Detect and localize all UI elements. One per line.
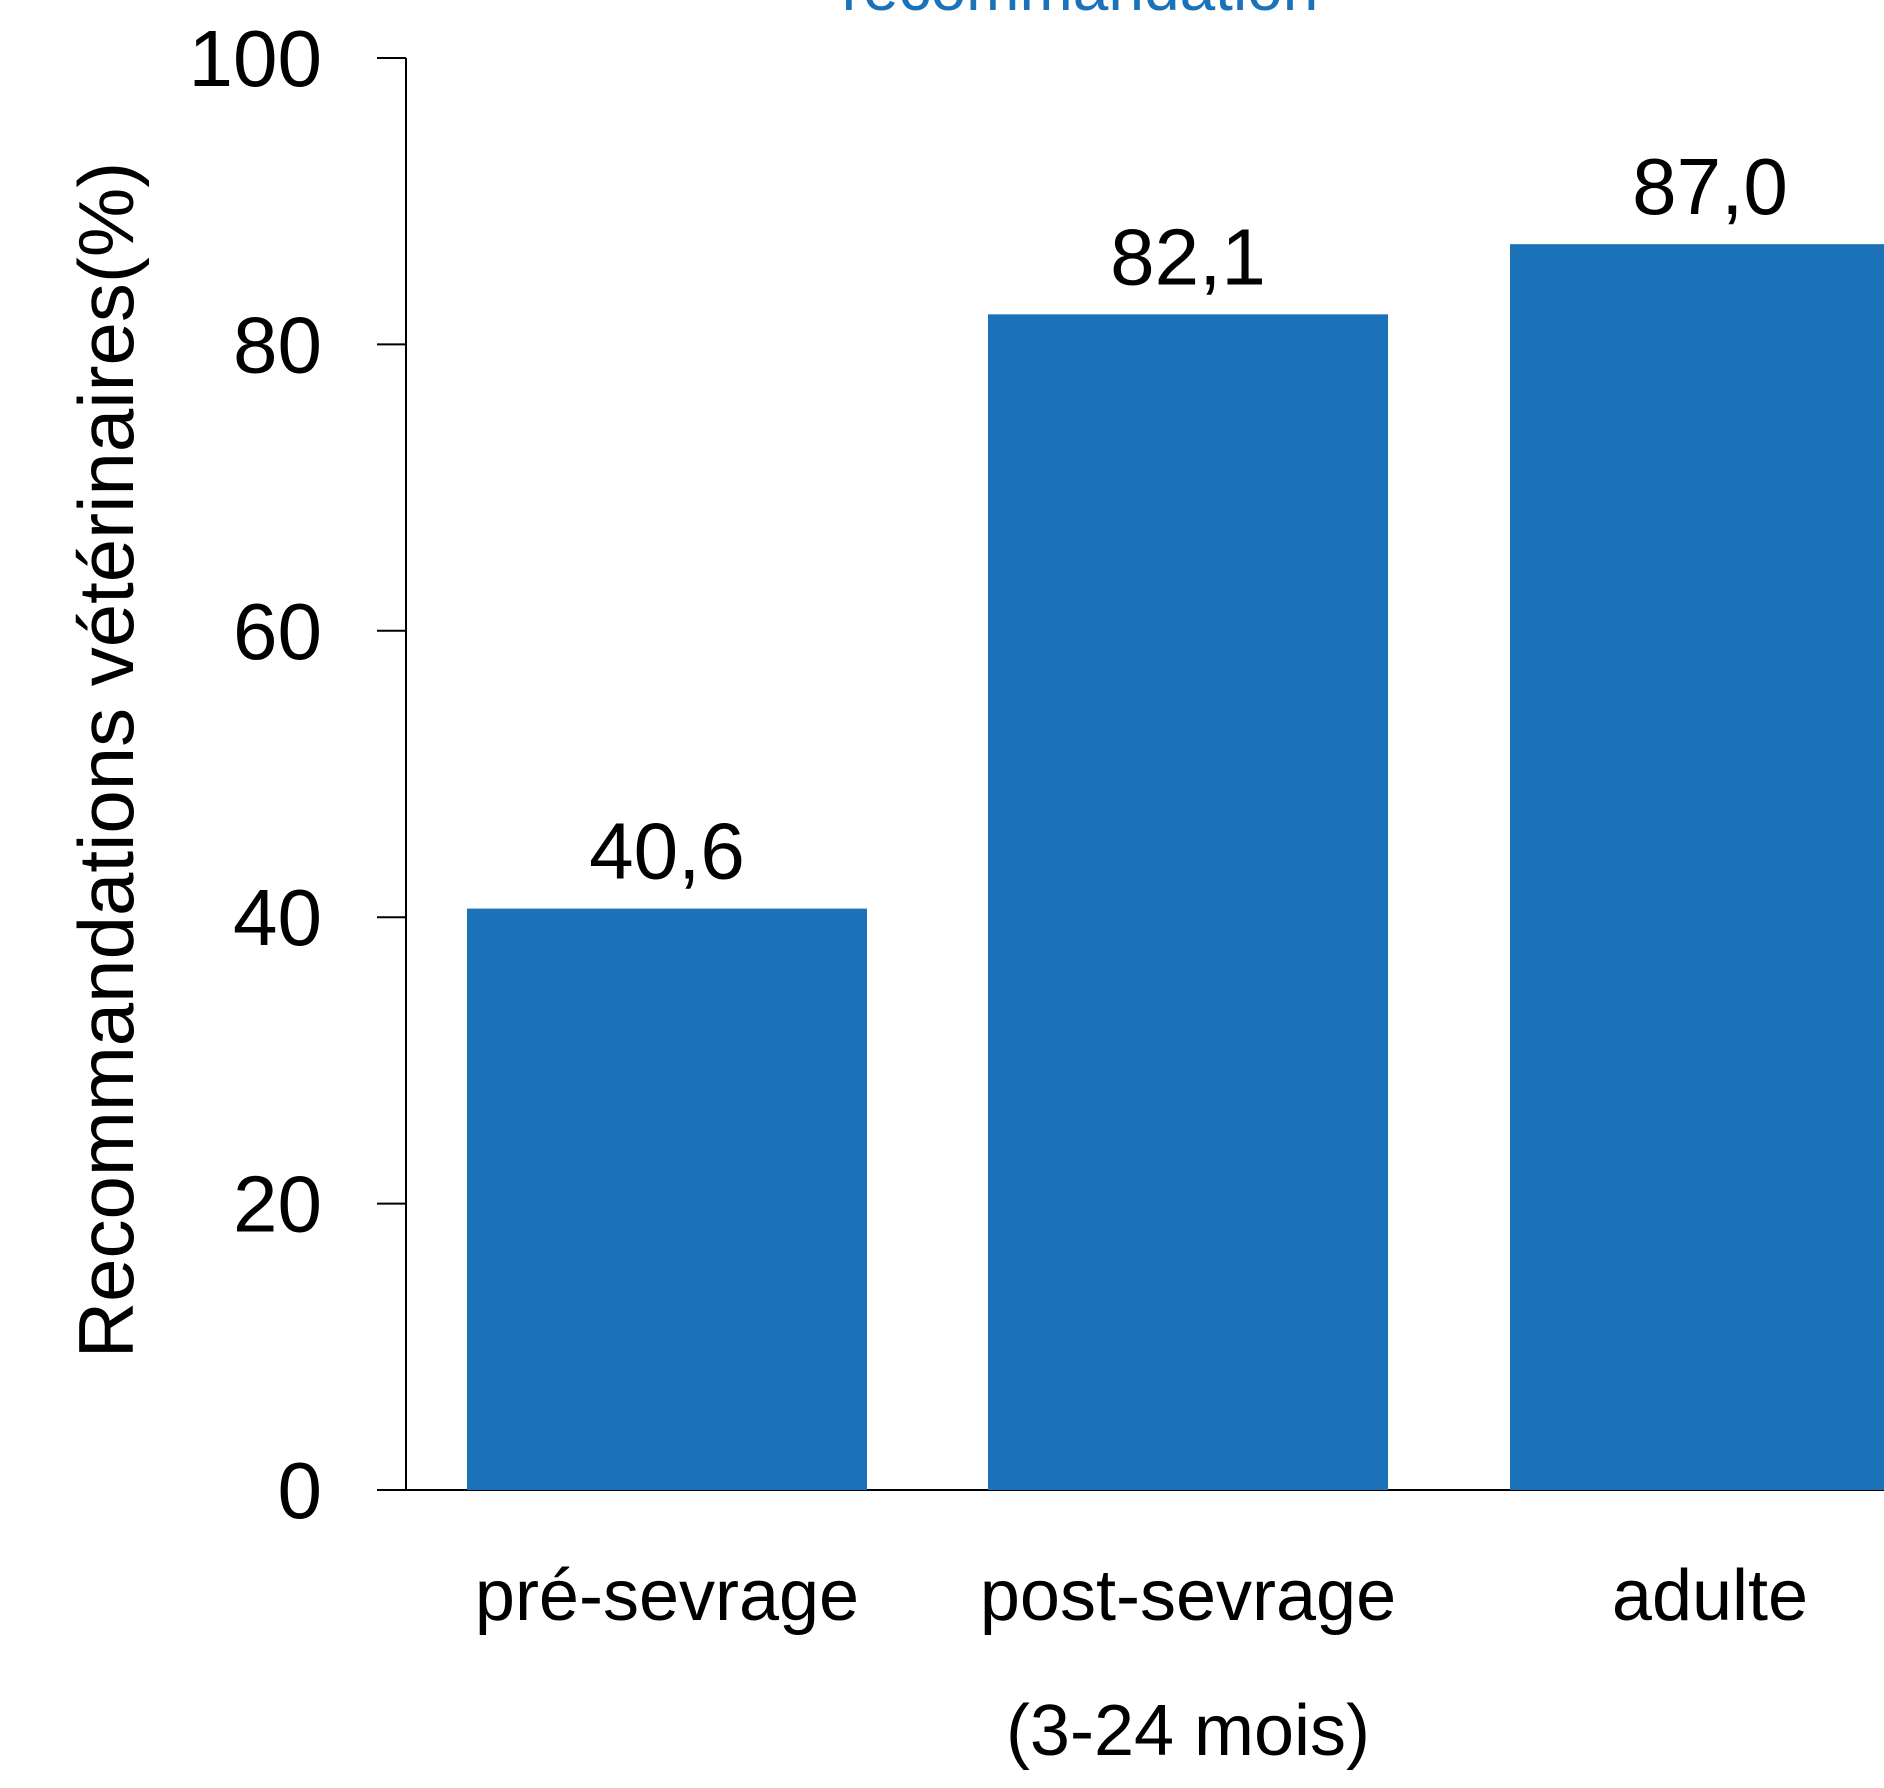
y-axis-label: Recommandations vétérinaires(%)	[62, 162, 150, 1358]
bar-value-label: 87,0	[1632, 142, 1788, 231]
category-labels: pré-sevrage post-sevrage (3-24 mois) adulte	[475, 1556, 1808, 1771]
category-label-line2: (3-24 mois)	[1006, 1691, 1370, 1771]
y-tick-label: 0	[278, 1446, 323, 1535]
y-tick-label: 100	[189, 14, 322, 103]
category-label: post-sevrage	[980, 1556, 1396, 1636]
y-ticks: 0 20 40 60 80 100	[189, 14, 406, 1535]
data-labels: 40,6 82,1 87,0	[589, 142, 1788, 895]
y-tick-label: 20	[233, 1160, 322, 1249]
bar	[467, 908, 867, 1490]
category-label: pré-sevrage	[475, 1556, 859, 1636]
chart-title: recommandation	[842, 0, 1319, 24]
bar-value-label: 40,6	[589, 807, 745, 896]
category-label: adulte	[1612, 1556, 1808, 1636]
bar-value-label: 82,1	[1110, 212, 1266, 301]
y-tick-label: 40	[233, 873, 322, 962]
bar	[988, 314, 1388, 1490]
bar	[1510, 244, 1884, 1490]
bars	[467, 244, 1884, 1490]
y-tick-label: 60	[233, 587, 322, 676]
y-tick-label: 80	[233, 300, 322, 389]
